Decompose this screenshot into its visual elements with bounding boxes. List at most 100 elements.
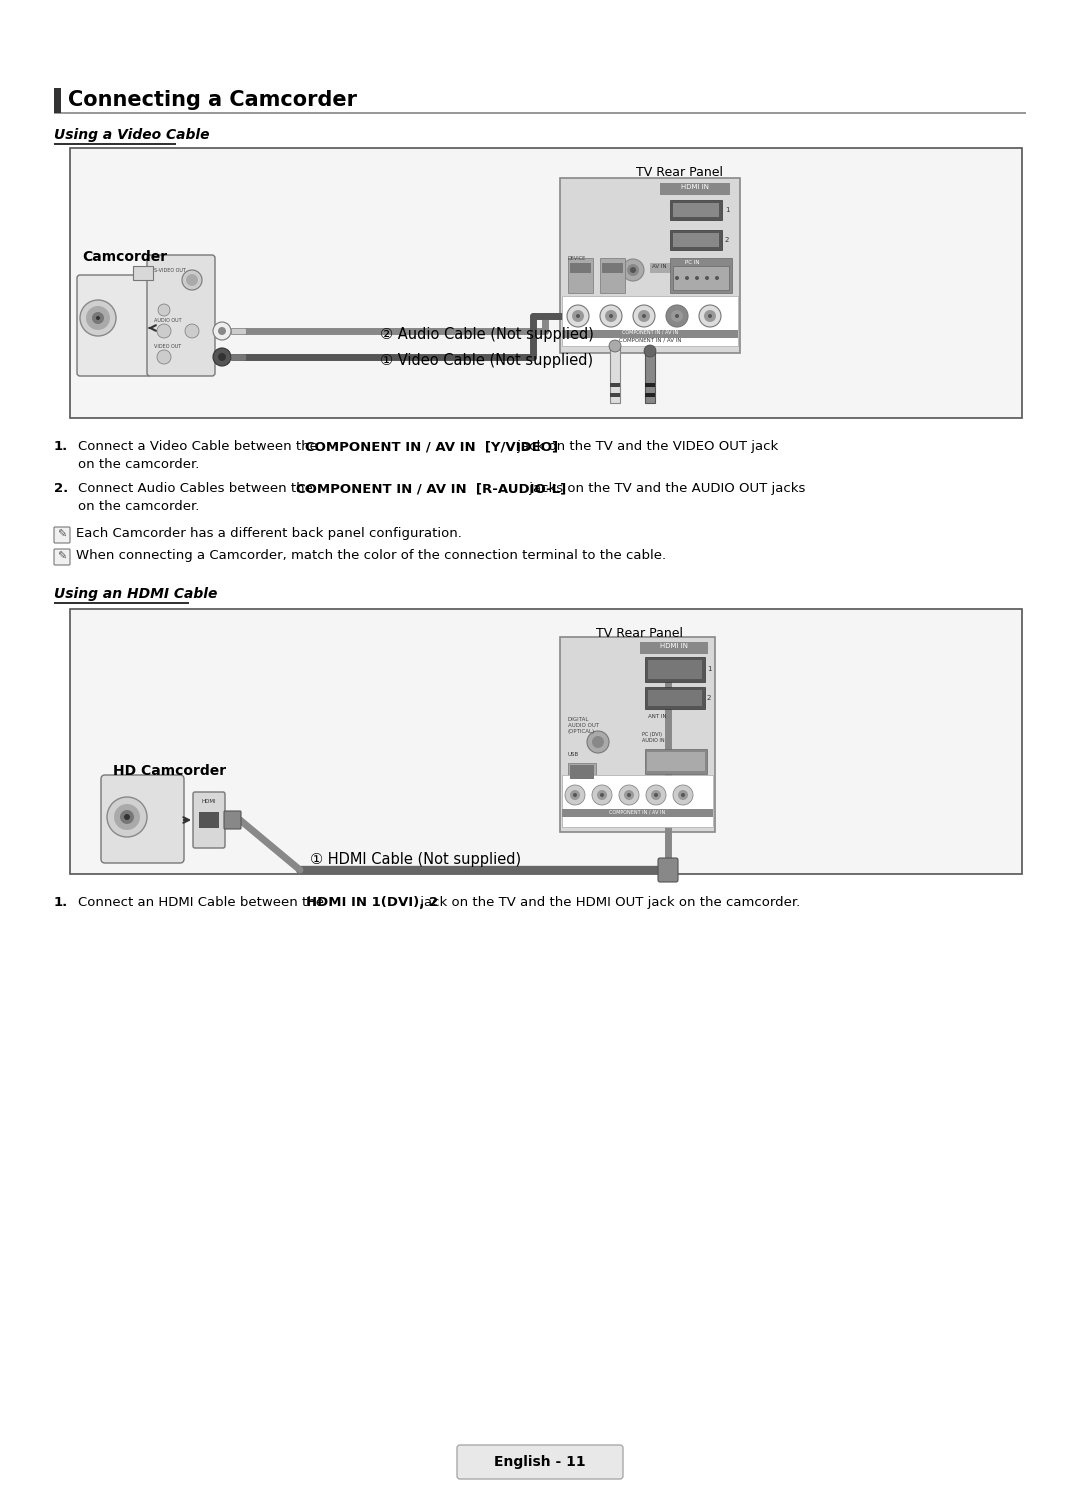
Circle shape [157, 324, 171, 338]
Bar [670, 231, 723, 250]
Text: HD Camcorder: HD Camcorder [113, 763, 227, 778]
Bar [670, 257, 732, 293]
Bar [645, 748, 707, 774]
Bar [640, 641, 708, 655]
Circle shape [592, 786, 612, 805]
Circle shape [671, 310, 683, 321]
Text: ✎: ✎ [57, 552, 67, 562]
Circle shape [157, 350, 171, 365]
Circle shape [654, 793, 658, 798]
Circle shape [678, 790, 688, 801]
Bar [562, 809, 713, 817]
Bar [645, 393, 654, 397]
Text: English - 11: English - 11 [495, 1455, 585, 1469]
Bar [70, 147, 1022, 418]
Circle shape [213, 348, 231, 366]
Circle shape [567, 305, 589, 327]
Bar [650, 263, 690, 272]
Text: ① HDMI Cable (Not supplied): ① HDMI Cable (Not supplied) [310, 853, 522, 868]
Circle shape [96, 315, 100, 320]
Text: jacks on the TV and the AUDIO OUT jacks: jacks on the TV and the AUDIO OUT jacks [525, 482, 806, 496]
Bar [561, 179, 740, 353]
Text: COMPONENT IN / AV IN: COMPONENT IN / AV IN [619, 338, 681, 344]
Circle shape [708, 314, 712, 318]
Circle shape [681, 793, 685, 798]
Circle shape [565, 786, 585, 805]
Circle shape [185, 324, 199, 338]
Text: DIGITAL
AUDIO OUT
(OPTICAL): DIGITAL AUDIO OUT (OPTICAL) [568, 717, 599, 734]
Text: Connect a Video Cable between the: Connect a Video Cable between the [78, 440, 322, 452]
Text: AUDIO OUT: AUDIO OUT [154, 318, 181, 323]
Bar [645, 353, 654, 403]
Text: ✎: ✎ [57, 530, 67, 540]
Circle shape [685, 275, 689, 280]
Bar [133, 266, 153, 280]
Text: PC (DVI)
AUDIO IN: PC (DVI) AUDIO IN [642, 732, 664, 743]
Circle shape [92, 312, 104, 324]
Circle shape [705, 275, 708, 280]
Text: jack on the TV and the VIDEO OUT jack: jack on the TV and the VIDEO OUT jack [513, 440, 779, 452]
Circle shape [619, 786, 639, 805]
Text: on the camcorder.: on the camcorder. [78, 458, 200, 472]
FancyBboxPatch shape [77, 275, 151, 376]
Text: Connecting a Camcorder: Connecting a Camcorder [68, 89, 357, 110]
Bar [231, 327, 246, 333]
Circle shape [158, 304, 170, 315]
FancyBboxPatch shape [224, 811, 241, 829]
Bar [570, 765, 594, 780]
Bar [673, 234, 719, 247]
Text: HDMI IN 1(DVI), 2: HDMI IN 1(DVI), 2 [306, 896, 438, 909]
Circle shape [696, 275, 699, 280]
Bar [54, 143, 176, 144]
Bar [660, 183, 730, 195]
Circle shape [107, 798, 147, 836]
Circle shape [673, 786, 693, 805]
FancyBboxPatch shape [147, 254, 215, 376]
Text: jack on the TV and the HDMI OUT jack on the camcorder.: jack on the TV and the HDMI OUT jack on … [416, 896, 800, 909]
Bar [645, 382, 654, 387]
Circle shape [644, 345, 656, 357]
Text: TV Rear Panel: TV Rear Panel [596, 626, 684, 640]
Circle shape [570, 790, 580, 801]
Text: AV IN: AV IN [652, 263, 666, 269]
Text: COMPONENT IN / AV IN  [Y/VIDEO]: COMPONENT IN / AV IN [Y/VIDEO] [305, 440, 558, 452]
Text: 1.: 1. [54, 896, 68, 909]
Bar [645, 658, 705, 682]
Circle shape [576, 314, 580, 318]
Circle shape [114, 804, 140, 830]
Circle shape [699, 305, 721, 327]
Circle shape [638, 310, 650, 321]
Circle shape [646, 786, 666, 805]
Text: Connect Audio Cables between the: Connect Audio Cables between the [78, 482, 318, 496]
Bar [648, 661, 702, 679]
Bar [54, 112, 1026, 113]
Bar [561, 637, 715, 832]
Bar [610, 382, 620, 387]
Bar [54, 88, 60, 113]
Bar [54, 603, 189, 604]
Text: ① Video Cable (Not supplied): ① Video Cable (Not supplied) [380, 353, 593, 368]
Text: 1.: 1. [54, 440, 68, 452]
Bar [673, 202, 719, 217]
Circle shape [218, 327, 226, 335]
Text: COMPONENT IN / AV IN: COMPONENT IN / AV IN [622, 330, 678, 335]
Text: 1: 1 [725, 207, 729, 213]
Text: 1: 1 [707, 667, 712, 673]
Text: 2: 2 [725, 237, 729, 243]
FancyBboxPatch shape [102, 775, 184, 863]
Bar [670, 199, 723, 220]
FancyBboxPatch shape [658, 859, 678, 882]
Circle shape [120, 809, 134, 824]
Bar [648, 690, 702, 705]
Text: on the camcorder.: on the camcorder. [78, 500, 200, 513]
Text: COMPONENT IN / AV IN: COMPONENT IN / AV IN [609, 809, 665, 814]
Text: COMPONENT IN / AV IN  [R-AUDIO-L]: COMPONENT IN / AV IN [R-AUDIO-L] [296, 482, 566, 496]
Bar [231, 354, 246, 360]
Text: 2: 2 [707, 695, 712, 701]
FancyBboxPatch shape [54, 549, 70, 565]
Bar [602, 263, 623, 272]
Circle shape [715, 275, 719, 280]
FancyBboxPatch shape [193, 792, 225, 848]
Bar [610, 393, 620, 397]
Text: TV Rear Panel: TV Rear Panel [636, 167, 724, 179]
